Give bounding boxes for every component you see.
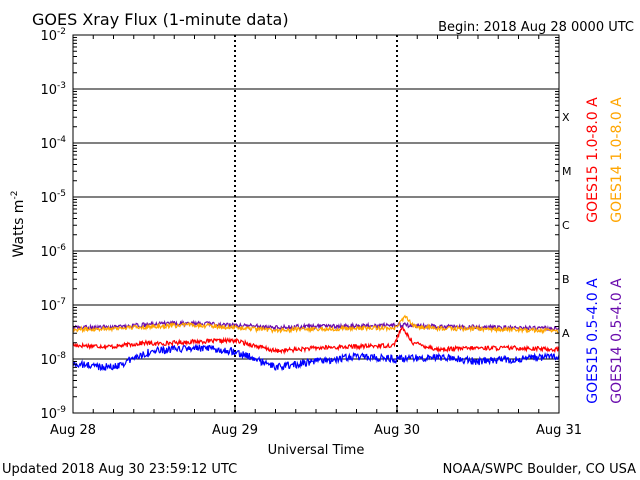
begin-label: Begin: 2018 Aug 28 0000 UTC [438,20,634,35]
flare-class-label: A [562,327,570,340]
y-tick-base: 10 [40,29,57,44]
y-tick-label: 10-4 [40,135,66,152]
y-tick-label: 10-6 [40,243,66,260]
plot-ticks [72,35,560,413]
y-tick-base: 10 [40,299,57,314]
series-layer [72,314,560,372]
y-tick-base: 10 [40,137,57,152]
flare-class-labels: A B C M X [562,111,572,340]
legend: GOES15 1.0-8.0 A GOES14 1.0-8.0 A GOES15 0… [585,97,625,404]
y-tick-label: 10-8 [40,351,66,368]
y-tick-label: 10-9 [40,405,66,422]
y-axis-label-exponent: -2 [10,191,20,200]
credit-label: NOAA/SWPC Boulder, CO USA [443,462,636,477]
y-tick-exponent: -5 [57,189,66,199]
x-tick-labels: Aug 28 Aug 29 Aug 30 Aug 31 [50,423,582,438]
legend-entry: GOES14 0.5-4.0 A [609,278,625,404]
y-axis-label-text: Watts m [11,200,27,258]
y-tick-label: 10-7 [40,297,66,314]
series-line [73,342,560,372]
flare-class-label: C [562,219,570,232]
y-tick-label: 10-5 [40,189,66,206]
y-axis-label: Watts m-2 [10,191,27,258]
y-tick-base: 10 [40,83,57,98]
legend-entry: GOES14 1.0-8.0 A [609,97,625,223]
y-tick-exponent: -3 [57,81,66,91]
flare-class-label: M [562,165,572,178]
legend-entry: GOES15 1.0-8.0 A [585,97,601,223]
y-tick-label: 10-3 [40,81,66,98]
x-tick-label: Aug 30 [374,423,420,438]
flare-class-label: B [562,273,570,286]
y-tick-exponent: -6 [57,243,66,253]
series-line [72,325,560,355]
y-tick-base: 10 [40,245,57,260]
y-tick-base: 10 [40,407,57,422]
legend-entry: GOES15 0.5-4.0 A [585,278,601,404]
x-axis-label: Universal Time [268,443,365,458]
y-tick-exponent: -7 [57,297,66,307]
x-tick-label: Aug 28 [50,423,96,438]
x-tick-label: Aug 29 [212,423,258,438]
flare-class-label: X [562,111,570,124]
y-tick-label: 10-2 [40,27,66,44]
plot-grid [73,35,559,413]
y-tick-base: 10 [40,353,57,368]
y-tick-labels: 10-910-810-710-610-510-410-310-2 [40,27,66,422]
y-tick-exponent: -2 [57,27,66,37]
y-tick-exponent: -9 [57,405,66,415]
y-tick-exponent: -4 [57,135,66,145]
y-tick-base: 10 [40,191,57,206]
y-tick-exponent: -8 [57,351,66,361]
x-tick-label: Aug 31 [536,423,582,438]
series-line [72,314,560,335]
updated-timestamp: Updated 2018 Aug 30 23:59:12 UTC [2,462,237,477]
chart-title: GOES Xray Flux (1-minute data) [32,10,289,29]
